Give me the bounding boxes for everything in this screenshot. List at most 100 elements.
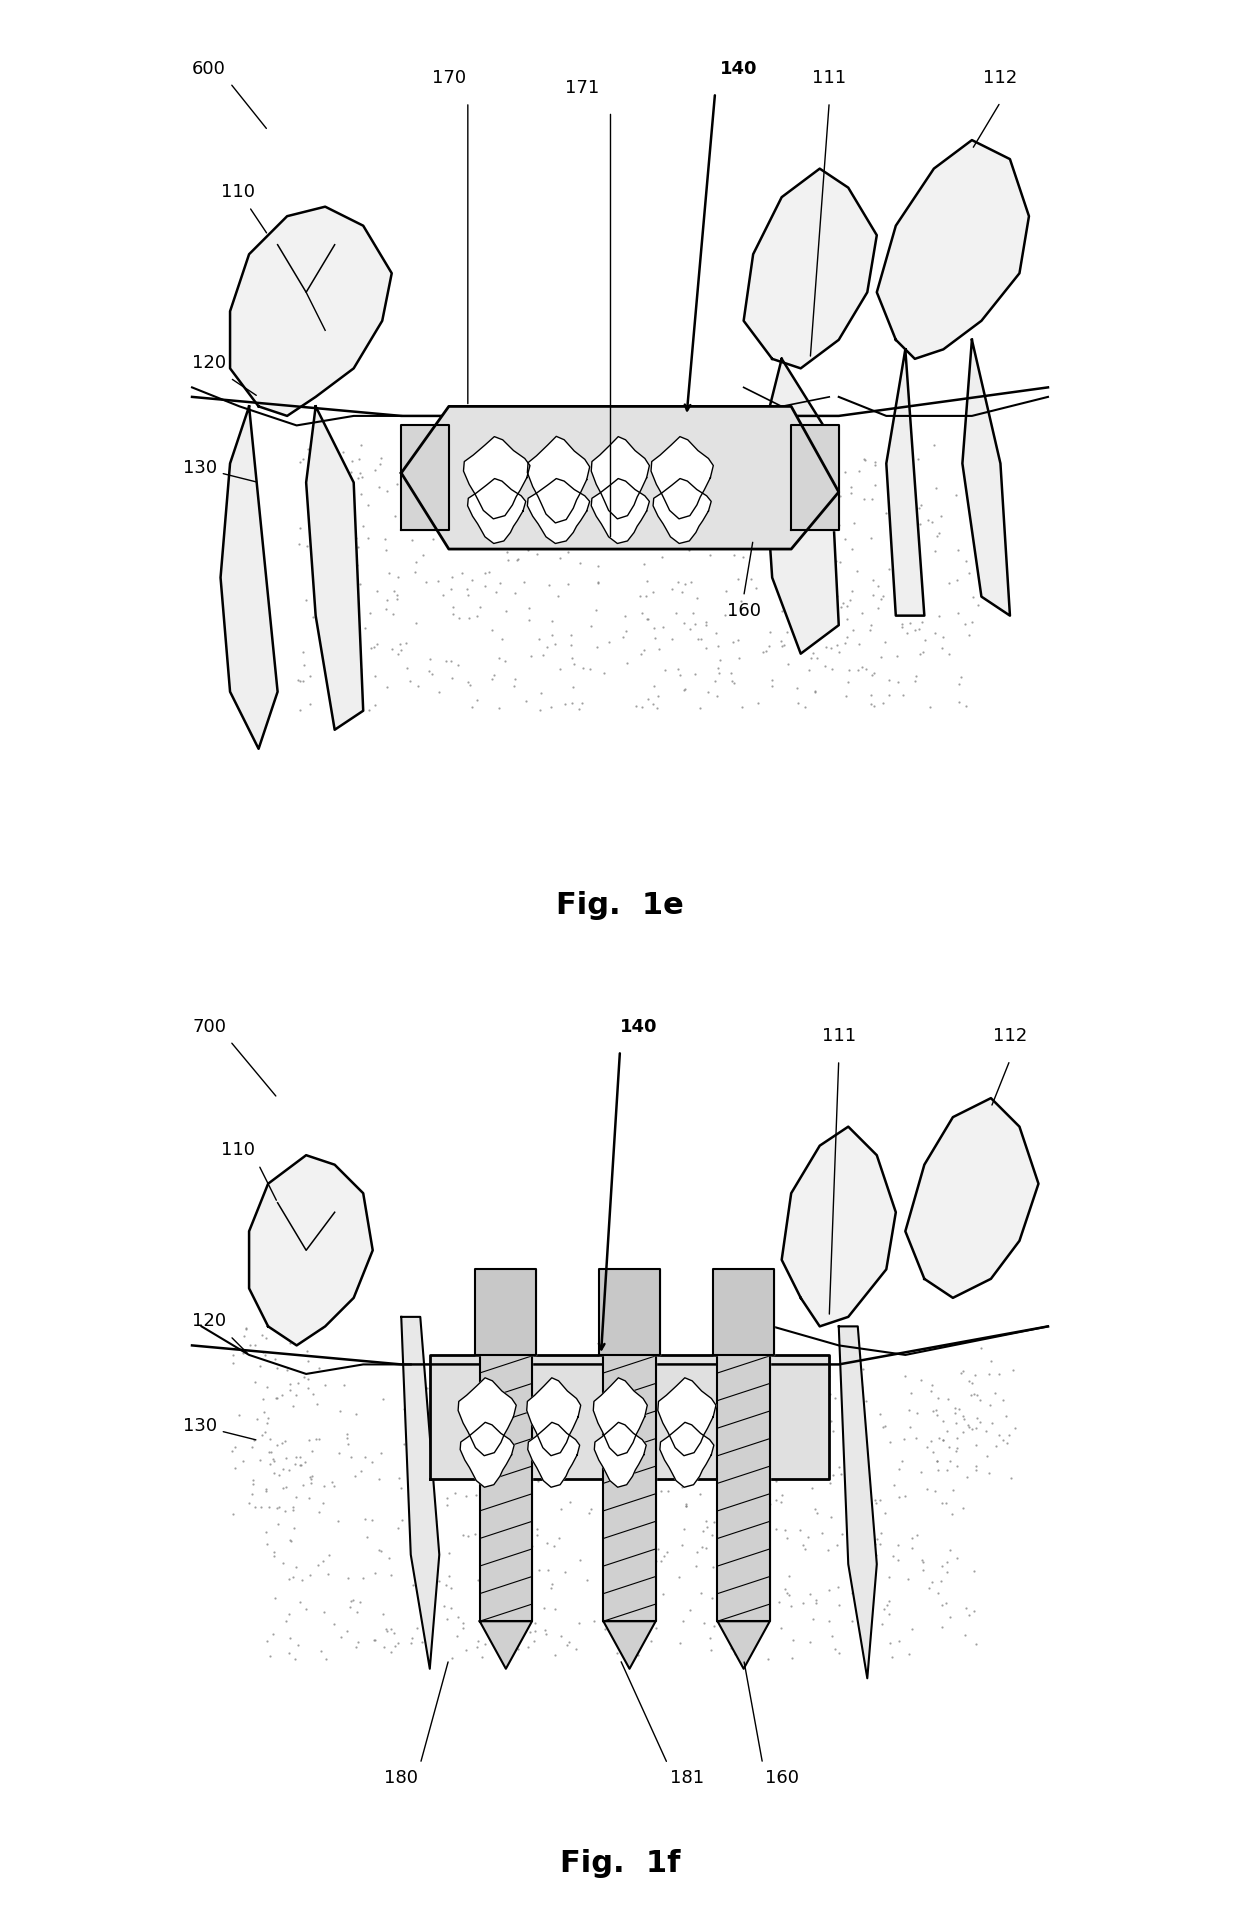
Point (775, 1452, 795, 1483)
Point (748, 460, 768, 490)
Point (760, 615, 780, 646)
Point (507, 1448, 527, 1479)
Point (314, 479, 334, 510)
Point (525, 1625, 544, 1656)
Point (779, 579, 799, 610)
Point (932, 1550, 952, 1581)
Point (536, 1613, 556, 1644)
Point (795, 431, 815, 462)
Point (827, 1529, 847, 1560)
Point (264, 1458, 284, 1488)
Point (919, 1573, 939, 1604)
Point (501, 1604, 521, 1635)
Point (465, 1519, 485, 1550)
Point (590, 1390, 610, 1421)
Point (283, 1494, 303, 1525)
Point (838, 667, 858, 698)
Text: 120: 120 (192, 1311, 226, 1331)
Point (391, 635, 410, 665)
Point (475, 475, 495, 506)
Point (525, 1615, 544, 1646)
Point (759, 1644, 779, 1675)
Point (596, 454, 616, 485)
Point (331, 1621, 351, 1652)
Point (830, 1452, 849, 1483)
Point (955, 1619, 975, 1650)
Point (371, 448, 391, 479)
Point (444, 598, 464, 629)
Point (691, 623, 711, 654)
Polygon shape (480, 1346, 532, 1621)
Point (490, 463, 510, 494)
Point (520, 1538, 539, 1569)
Point (697, 467, 717, 498)
Point (632, 692, 652, 723)
Point (398, 1410, 418, 1440)
Point (275, 1606, 295, 1636)
Point (826, 1383, 846, 1413)
Point (696, 606, 715, 637)
Point (593, 1396, 613, 1427)
Point (341, 456, 361, 487)
Point (947, 1542, 967, 1573)
Point (485, 533, 505, 563)
Point (923, 1369, 942, 1400)
Polygon shape (653, 479, 712, 544)
Point (928, 521, 947, 552)
Point (724, 667, 744, 698)
Point (985, 1379, 1004, 1410)
Point (704, 665, 724, 696)
Point (681, 567, 701, 598)
Point (578, 1565, 598, 1596)
Point (952, 1417, 972, 1448)
Point (334, 504, 353, 535)
Point (583, 1436, 603, 1467)
Point (899, 1638, 919, 1669)
Point (331, 600, 351, 631)
Point (804, 525, 823, 556)
Point (756, 637, 776, 667)
Point (842, 1606, 862, 1636)
Point (327, 654, 347, 685)
Point (441, 562, 461, 592)
Point (732, 1413, 751, 1444)
Point (234, 1321, 254, 1352)
Point (645, 671, 665, 702)
Point (835, 629, 854, 660)
Point (670, 496, 689, 527)
Point (852, 1427, 872, 1458)
Point (348, 1627, 368, 1658)
Point (277, 1354, 296, 1385)
Point (544, 1638, 564, 1669)
Point (330, 1396, 350, 1427)
Point (624, 1604, 644, 1635)
Point (281, 1313, 301, 1344)
Point (635, 1431, 655, 1461)
Point (910, 638, 930, 669)
Point (580, 654, 600, 685)
Point (668, 1561, 688, 1592)
Point (563, 671, 583, 702)
Point (806, 1433, 826, 1463)
Point (334, 1369, 353, 1400)
Point (888, 498, 908, 529)
Point (708, 433, 728, 463)
Point (789, 1421, 808, 1452)
Polygon shape (430, 1356, 830, 1479)
Point (347, 550, 367, 581)
Point (729, 642, 749, 673)
Point (837, 621, 857, 652)
Point (557, 1408, 577, 1438)
Point (879, 1598, 899, 1629)
Point (343, 1585, 363, 1615)
Point (910, 587, 930, 617)
Point (719, 1558, 739, 1588)
Point (589, 567, 609, 598)
Point (239, 1488, 259, 1519)
Point (355, 1504, 374, 1535)
Point (414, 1556, 434, 1586)
Polygon shape (593, 1377, 647, 1456)
Point (295, 1594, 315, 1625)
Point (802, 1360, 822, 1390)
Point (587, 594, 606, 625)
